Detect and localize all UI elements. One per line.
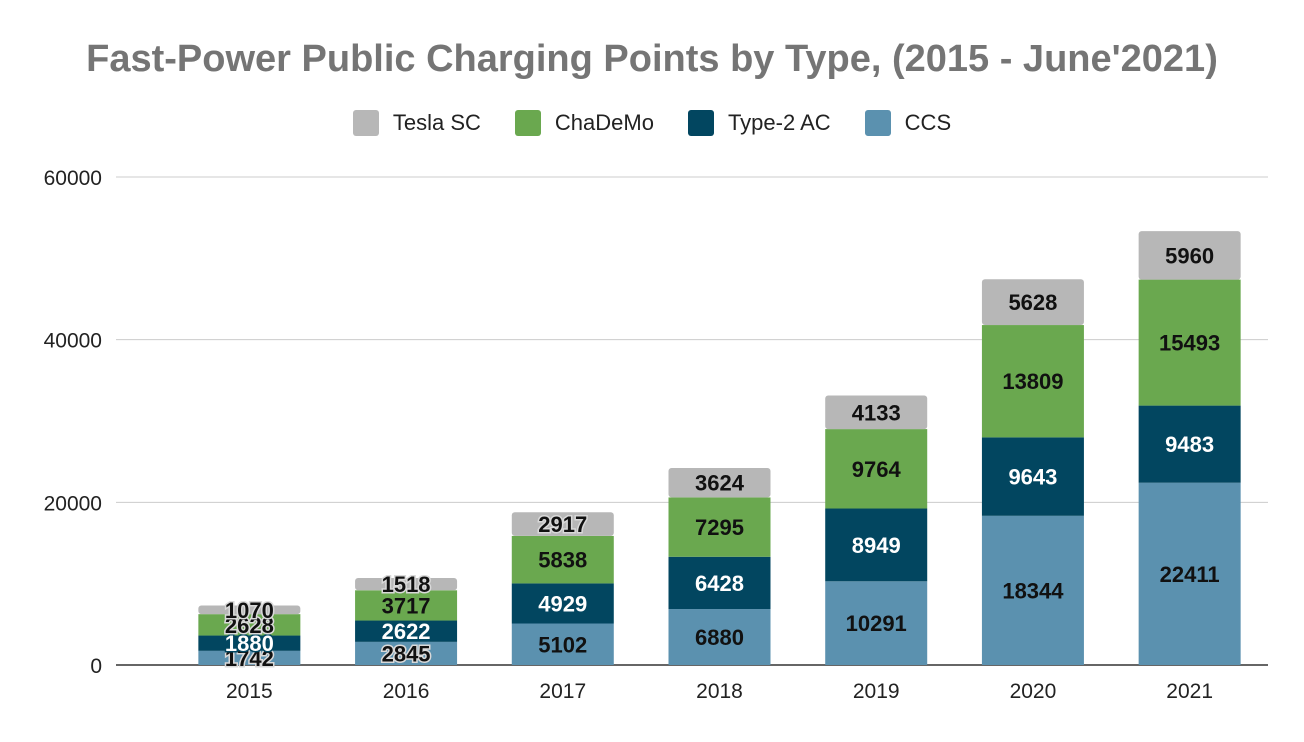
legend-item-tesla-sc[interactable]: Tesla SC xyxy=(352,110,481,136)
bar-segment xyxy=(355,641,458,665)
bar-segment xyxy=(511,535,614,584)
bar-segment xyxy=(668,467,771,498)
bar-segment xyxy=(981,325,1084,438)
legend-label-ccs: CCS xyxy=(904,110,952,135)
bar-segment xyxy=(825,395,928,430)
bar-segment xyxy=(1138,482,1241,665)
bar-segment xyxy=(825,429,928,509)
data-label: 1070 xyxy=(225,598,274,623)
data-label: 10291 xyxy=(846,611,907,636)
bar-segment xyxy=(198,605,301,615)
bar-segment xyxy=(511,583,614,624)
bar-segment xyxy=(511,623,614,665)
legend-swatch-type2-ac xyxy=(687,110,714,136)
bar-segment xyxy=(198,614,301,636)
x-tick-label: 2021 xyxy=(1166,680,1213,703)
bar-segment xyxy=(198,650,301,665)
bar-segment xyxy=(1138,279,1241,406)
legend-swatch-chademo xyxy=(514,110,541,136)
legend: Tesla SC ChaDeMo Type-2 AC CCS xyxy=(0,110,1304,136)
data-label: 6428 xyxy=(695,571,744,596)
y-tick-label: 0 xyxy=(90,655,102,678)
data-label: 15493 xyxy=(1159,331,1220,356)
data-label: 9483 xyxy=(1165,432,1214,457)
bar-segment xyxy=(981,437,1084,516)
data-label: 3717 xyxy=(382,593,431,618)
bar-segment xyxy=(1138,231,1241,280)
bar-segment xyxy=(1138,405,1241,483)
data-label: 8949 xyxy=(852,533,901,558)
data-label: 13809 xyxy=(1002,369,1063,394)
bar-segment xyxy=(668,497,771,557)
bar-segment xyxy=(668,556,771,610)
data-label: 7295 xyxy=(695,515,744,540)
bar-segment xyxy=(355,620,458,642)
data-label: 22411 xyxy=(1160,562,1220,587)
data-label: 4133 xyxy=(852,400,901,425)
x-tick-label: 2019 xyxy=(853,680,900,703)
legend-item-type2-ac[interactable]: Type-2 AC xyxy=(687,110,831,136)
y-tick-label: 60000 xyxy=(44,167,102,190)
x-tick-label: 2018 xyxy=(696,680,743,703)
legend-label-chademo: ChaDeMo xyxy=(554,110,654,135)
legend-item-chademo[interactable]: ChaDeMo xyxy=(514,110,654,136)
y-tick-label: 20000 xyxy=(44,492,102,515)
data-label: 5102 xyxy=(538,632,587,657)
bar-segment xyxy=(668,609,771,665)
legend-swatch-tesla-sc xyxy=(352,110,379,136)
bar-segment xyxy=(355,590,458,621)
bar-segment xyxy=(511,512,614,536)
data-label: 5838 xyxy=(538,548,587,573)
legend-item-ccs[interactable]: CCS xyxy=(864,110,952,136)
data-label: 1880 xyxy=(225,631,274,656)
data-label: 2917 xyxy=(538,512,587,537)
x-tick-label: 2016 xyxy=(383,680,430,703)
chart-title: Fast-Power Public Charging Points by Typ… xyxy=(86,38,1218,80)
data-label: 2628 xyxy=(225,613,274,638)
data-label: 1742 xyxy=(225,646,274,671)
data-label: 6880 xyxy=(695,625,744,650)
y-tick-label: 40000 xyxy=(44,330,102,353)
bar-segment xyxy=(198,635,301,651)
data-label: 18344 xyxy=(1002,578,1064,603)
legend-swatch-ccs xyxy=(864,110,891,136)
data-label: 4929 xyxy=(538,591,587,616)
x-tick-label: 2015 xyxy=(226,680,273,703)
legend-label-tesla-sc: Tesla SC xyxy=(392,110,481,135)
legend-label-type2-ac: Type-2 AC xyxy=(727,110,831,135)
data-label: 2845 xyxy=(382,641,431,666)
bar-segment xyxy=(825,508,928,582)
x-tick-label: 2020 xyxy=(1010,680,1057,703)
data-label: 5628 xyxy=(1008,290,1057,315)
bar-segment xyxy=(981,279,1084,326)
data-label: 2622 xyxy=(382,619,431,644)
data-label: 1518 xyxy=(382,572,431,597)
data-label: 3624 xyxy=(695,471,745,496)
data-label: 9764 xyxy=(852,457,902,482)
data-label: 5960 xyxy=(1165,243,1214,268)
bar-segment xyxy=(825,581,928,665)
data-label: 9643 xyxy=(1008,465,1057,490)
bar-segment xyxy=(355,577,458,591)
bar-segment xyxy=(981,515,1084,665)
x-tick-label: 2017 xyxy=(539,680,586,703)
